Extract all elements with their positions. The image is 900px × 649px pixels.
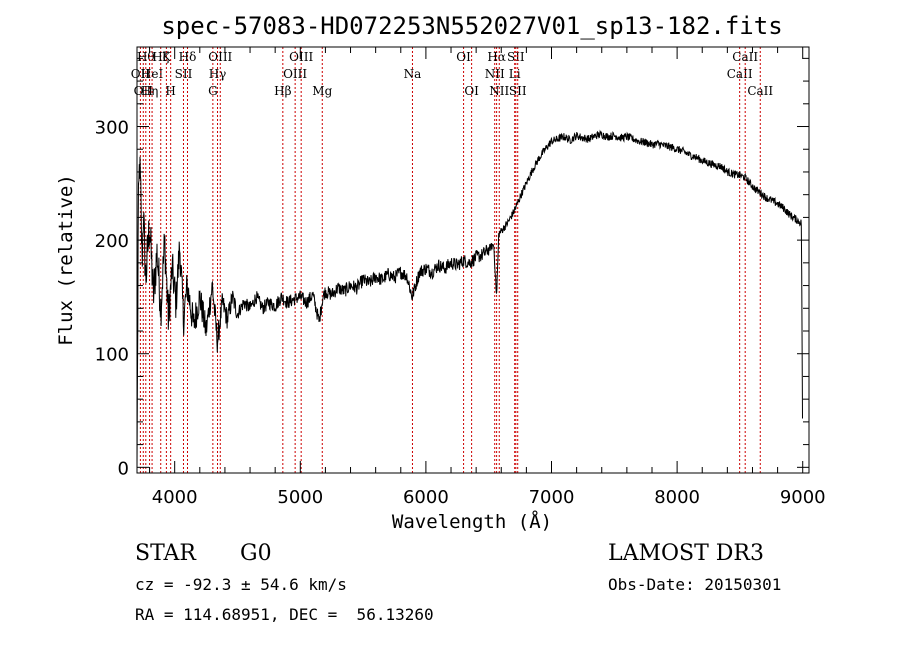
line-marker-label: CaII — [747, 84, 773, 98]
x-tick-label: 8000 — [654, 487, 700, 508]
line-marker-label: OIII — [289, 50, 313, 64]
plot-frame — [136, 46, 810, 474]
chart-title: spec-57083-HD072253N552027V01_sp13-182.f… — [161, 12, 782, 40]
redshift-text: cz = -92.3 ± 54.6 km/s — [135, 575, 347, 594]
y-tick-label: 0 — [118, 458, 129, 479]
line-marker-label: Mg — [312, 84, 332, 98]
line-markers: OIIOIIHθHηHeIHζKHSIIHδGHγOIIIHβOIIIOIIIM… — [131, 47, 773, 473]
x-axis-ticks: 4000 5000 6000 7000 8000 9000 — [149, 47, 826, 508]
line-marker-label: K — [162, 50, 172, 64]
x-tick-label: 9000 — [780, 487, 826, 508]
spectrum-line — [136, 129, 803, 468]
line-marker-label: Li — [509, 67, 521, 81]
x-tick-label: 5000 — [277, 487, 323, 508]
line-marker-label: Hα — [487, 50, 506, 64]
line-marker-label: OI — [456, 50, 471, 64]
line-marker-label: Na — [404, 67, 422, 81]
line-marker-label: NII — [489, 84, 509, 98]
y-axis-label: Flux (relative) — [55, 174, 77, 346]
line-marker-label: CaII — [732, 50, 758, 64]
spectrum-series — [136, 129, 803, 468]
x-tick-label: 7000 — [529, 487, 575, 508]
line-marker-label: Hη — [141, 84, 159, 98]
line-marker-label: Hθ — [137, 50, 155, 64]
line-marker-label: SII — [509, 84, 527, 98]
x-axis-label: Wavelength (Å) — [392, 510, 552, 533]
line-marker-label: OII — [134, 84, 154, 98]
y-axis-ticks: 0 100 200 300 — [95, 57, 809, 479]
line-marker-label: NII — [485, 67, 505, 81]
y-tick-label: 100 — [95, 345, 129, 366]
coordinates-text: RA = 114.68951, DEC = 56.13260 — [135, 605, 434, 624]
object-subclass: G0 — [240, 541, 272, 566]
line-marker-label: Hζ — [152, 50, 169, 64]
x-tick-label: 4000 — [152, 487, 198, 508]
line-marker-label: G — [208, 84, 218, 98]
line-marker-label: Hδ — [179, 50, 197, 64]
line-marker-label: Hβ — [274, 84, 291, 98]
y-tick-label: 300 — [95, 118, 129, 139]
obs-date-text: Obs-Date: 20150301 — [608, 575, 781, 594]
x-tick-label: 6000 — [403, 487, 449, 508]
line-marker-label: SII — [175, 67, 193, 81]
y-tick-label: 200 — [95, 231, 129, 252]
line-marker-label: OI — [464, 84, 479, 98]
line-marker-label: H — [165, 84, 175, 98]
line-marker-label: CaII — [727, 67, 753, 81]
object-class: STAR — [135, 541, 197, 566]
line-marker-label: SII — [507, 50, 525, 64]
line-marker-label: HeI — [141, 67, 164, 81]
line-marker-label: OIII — [283, 67, 307, 81]
survey-name: LAMOST DR3 — [608, 541, 764, 566]
line-marker-label: OIII — [208, 50, 232, 64]
line-marker-label: OII — [131, 67, 151, 81]
line-marker-label: Hγ — [209, 67, 227, 81]
